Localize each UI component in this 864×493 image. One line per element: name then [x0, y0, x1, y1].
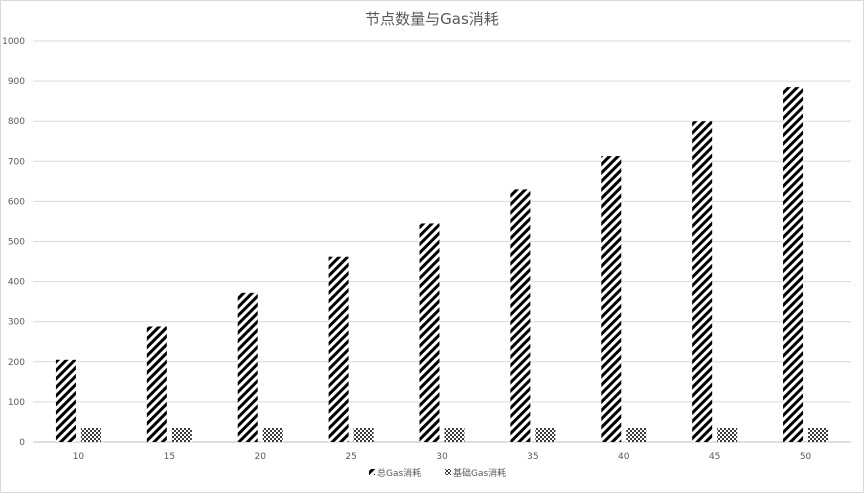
bar-base-gas — [353, 427, 374, 442]
bar-base-gas — [80, 427, 101, 442]
bar-total-gas — [783, 87, 804, 443]
x-tick-label: 30 — [436, 452, 448, 462]
bar-base-gas — [717, 427, 738, 442]
x-axis: 10 15 20 25 30 35 40 45 50 — [73, 452, 812, 462]
y-tick-label: 0 — [19, 438, 25, 448]
y-tick-label: 900 — [8, 77, 25, 87]
bar-base-gas — [626, 427, 647, 442]
y-tick-label: 100 — [8, 398, 25, 408]
y-tick-label: 700 — [8, 157, 25, 167]
bar-base-gas — [171, 427, 192, 442]
y-tick-label: 400 — [8, 278, 25, 288]
y-tick-label: 800 — [8, 117, 25, 127]
bar-total-gas — [601, 156, 622, 442]
bar-total-gas — [510, 189, 531, 442]
y-tick-label: 200 — [8, 358, 25, 368]
x-tick-label: 20 — [254, 452, 266, 462]
bar-total-gas — [328, 256, 349, 442]
bar-total-gas — [146, 326, 167, 442]
bar-base-gas — [262, 427, 283, 442]
bar-base-gas — [808, 427, 829, 442]
x-tick-label: 40 — [618, 452, 630, 462]
bar-total-gas — [692, 121, 713, 442]
legend-label: 总Gas消耗 — [377, 467, 421, 479]
x-tick-label: 50 — [800, 452, 812, 462]
x-tick-label: 10 — [73, 452, 85, 462]
x-tick-label: 35 — [527, 452, 538, 462]
y-tick-label: 600 — [8, 197, 25, 207]
legend-label: 基础Gas消耗 — [453, 467, 506, 479]
bar-total-gas — [419, 223, 440, 442]
bar-total-gas — [55, 359, 76, 442]
bar-total-gas — [237, 292, 258, 442]
y-axis: 0 100 200 300 400 500 600 700 800 900 1000 — [2, 37, 25, 448]
y-tick-label: 1000 — [2, 37, 25, 47]
x-tick-label: 45 — [709, 452, 720, 462]
chart-title: 节点数量与Gas消耗 — [365, 10, 499, 28]
bar-base-gas — [535, 427, 556, 442]
x-tick-label: 25 — [345, 452, 356, 462]
x-tick-label: 15 — [164, 452, 175, 462]
legend: 总Gas消耗 基础Gas消耗 — [369, 467, 506, 479]
gridlines — [33, 40, 851, 443]
legend-swatch — [369, 469, 375, 475]
bar-base-gas — [444, 427, 465, 442]
y-tick-label: 300 — [8, 318, 25, 328]
legend-swatch — [445, 469, 451, 475]
bars — [55, 87, 829, 443]
y-tick-label: 500 — [8, 238, 25, 248]
